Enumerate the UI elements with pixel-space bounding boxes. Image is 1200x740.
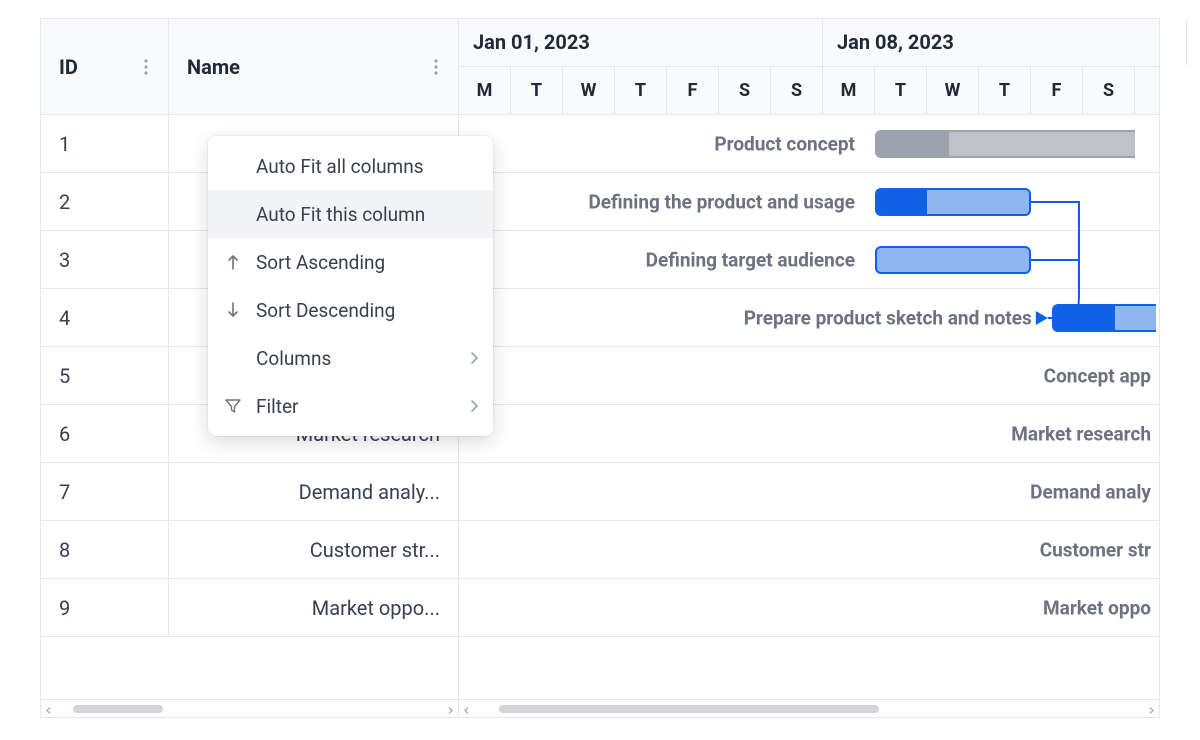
column-header-name[interactable]: Name: [169, 19, 458, 114]
cell-id: 9: [41, 579, 169, 636]
task-label: Concept app: [1044, 364, 1159, 387]
arrow-down-icon: [222, 301, 244, 319]
right-scrollbar[interactable]: [459, 699, 1159, 717]
task-label: Market oppo: [1043, 596, 1159, 619]
task-label: Defining target audience: [646, 248, 863, 271]
column-header-id-label: ID: [59, 55, 78, 79]
task-label: Customer str: [1040, 538, 1159, 561]
task-label: Defining the product and usage: [588, 190, 863, 213]
more-vert-icon[interactable]: [426, 57, 446, 77]
task-label: Market research: [1011, 422, 1159, 445]
menu-item[interactable]: Auto Fit all columns: [208, 142, 493, 190]
timeline-row: Defining target audience: [459, 231, 1159, 289]
day-header-cell: T: [511, 67, 563, 115]
day-header-cell: S: [719, 67, 771, 115]
scroll-thumb[interactable]: [499, 705, 879, 713]
menu-item-label: Auto Fit all columns: [256, 155, 479, 178]
table-row[interactable]: 9Market oppo...: [41, 579, 458, 637]
cell-id: 7: [41, 463, 169, 520]
menu-item[interactable]: Auto Fit this column: [208, 190, 493, 238]
gantt-bar-progress: [877, 190, 927, 214]
task-label: Product concept: [714, 132, 863, 155]
day-row: MTWTFSSMTWTFS: [459, 67, 1159, 115]
arrow-up-icon: [222, 253, 244, 271]
menu-item-label: Sort Descending: [256, 299, 479, 322]
cell-id: 5: [41, 347, 169, 404]
cell-id: 3: [41, 231, 169, 288]
cell-id: 6: [41, 405, 169, 462]
column-header-id[interactable]: ID: [41, 19, 169, 114]
menu-item[interactable]: Filter: [208, 382, 493, 430]
chevron-right-icon: [457, 351, 479, 365]
day-header-cell: M: [459, 67, 511, 115]
timeline-row: Defining the product and usage: [459, 173, 1159, 231]
cell-name: Customer str...: [169, 538, 458, 562]
gantt-bar[interactable]: [875, 246, 1031, 274]
menu-item[interactable]: Sort Descending: [208, 286, 493, 334]
table-row[interactable]: 8Customer str...: [41, 521, 458, 579]
cell-name: Market oppo...: [169, 596, 458, 620]
scroll-thumb[interactable]: [73, 705, 163, 713]
more-vert-icon[interactable]: [136, 57, 156, 77]
gantt-bar[interactable]: [1052, 304, 1156, 332]
scroll-left-icon[interactable]: [463, 699, 471, 718]
task-label: Demand analy: [1030, 480, 1159, 503]
menu-item-label: Auto Fit this column: [256, 203, 479, 226]
timeline-body: Product concept Defining the product and …: [459, 115, 1159, 699]
timeline-header: Jan 01, 2023Jan 08, 2023 MTWTFSSMTWTFS: [459, 19, 1159, 115]
week-header-cell: Jan 01, 2023: [459, 19, 823, 66]
scroll-right-icon[interactable]: [1147, 699, 1155, 718]
column-header-name-label: Name: [187, 55, 240, 79]
day-header-cell: F: [1031, 67, 1083, 115]
timeline-row: Prepare product sketch and notes: [459, 289, 1159, 347]
timeline-row: Demand analy: [459, 463, 1159, 521]
day-header-cell: W: [563, 67, 615, 115]
day-header-cell: S: [771, 67, 823, 115]
day-header-cell: F: [667, 67, 719, 115]
menu-item-label: Columns: [256, 347, 445, 370]
timeline-row: Product concept: [459, 115, 1159, 173]
table-row[interactable]: 7Demand analy...: [41, 463, 458, 521]
menu-item-label: Sort Ascending: [256, 251, 479, 274]
scroll-right-icon[interactable]: [446, 699, 454, 718]
day-header-cell: T: [979, 67, 1031, 115]
gantt-bar[interactable]: [875, 130, 1135, 158]
day-header-cell: M: [823, 67, 875, 115]
gantt-bar-progress: [1054, 306, 1115, 330]
day-header-cell: W: [927, 67, 979, 115]
cell-id: 2: [41, 173, 169, 230]
day-header-cell: S: [1083, 67, 1135, 115]
left-scrollbar[interactable]: [41, 699, 458, 717]
cell-id: 1: [41, 115, 169, 172]
task-label: Prepare product sketch and notes: [744, 306, 1040, 329]
menu-item[interactable]: Sort Ascending: [208, 238, 493, 286]
right-panel: Jan 01, 2023Jan 08, 2023 MTWTFSSMTWTFS P…: [459, 19, 1159, 717]
menu-item-label: Filter: [256, 395, 445, 418]
week-row: Jan 01, 2023Jan 08, 2023: [459, 19, 1159, 67]
cell-id: 8: [41, 521, 169, 578]
day-header-cell: T: [615, 67, 667, 115]
timeline-row: Customer str: [459, 521, 1159, 579]
day-header-cell: T: [875, 67, 927, 115]
cell-name: Demand analy...: [169, 480, 458, 504]
left-header: ID Name: [41, 19, 458, 115]
scroll-left-icon[interactable]: [45, 699, 53, 718]
timeline-row: Market research: [459, 405, 1159, 463]
chevron-right-icon: [457, 399, 479, 413]
gantt-bar[interactable]: [875, 188, 1031, 216]
gantt-bar-progress: [877, 132, 949, 156]
timeline-row: Concept app: [459, 347, 1159, 405]
timeline-row: Market oppo: [459, 579, 1159, 637]
column-context-menu: Auto Fit all columns Auto Fit this column…: [208, 136, 493, 436]
menu-item[interactable]: Columns: [208, 334, 493, 382]
week-header-cell: Jan 08, 2023: [823, 19, 1187, 66]
filter-icon: [222, 397, 244, 415]
cell-id: 4: [41, 289, 169, 346]
